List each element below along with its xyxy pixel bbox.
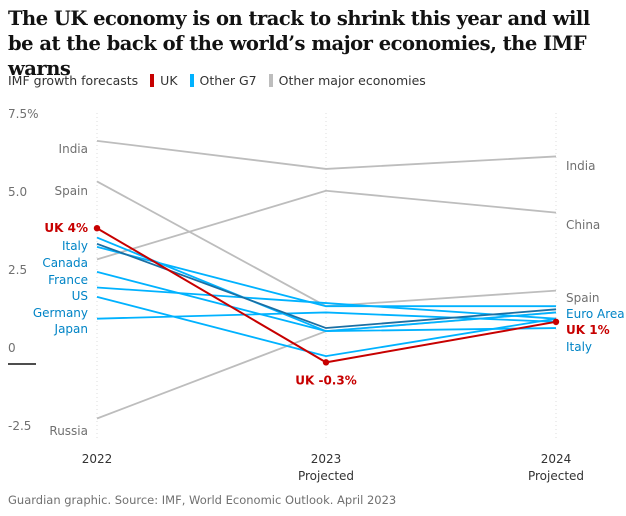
label-2024-uk: UK 1%	[566, 323, 610, 337]
legend: IMF growth forecasts UK Other G7 Other m…	[8, 73, 426, 88]
label-2024-india: India	[566, 159, 595, 173]
chart-title: The UK economy is on track to shrink thi…	[8, 7, 590, 80]
label-2022-japan: Japan	[54, 322, 88, 336]
label-2022-italy: Italy	[62, 239, 88, 253]
legend-swatch-other-major	[268, 74, 273, 87]
label-2022-us: US	[72, 289, 88, 303]
y-tick-label: 5.0	[8, 185, 27, 199]
x-tick-sublabel: Projected	[528, 469, 584, 483]
series-line-china	[96, 189, 557, 261]
label-2022-india: India	[59, 142, 88, 156]
label-2023-uk: UK -0.3%	[295, 373, 356, 387]
label-2024-euro-area: Euro Area	[566, 307, 625, 321]
series-line-us	[96, 286, 557, 320]
series-line-japan	[96, 311, 557, 323]
x-tick-label: 2024	[541, 452, 572, 466]
label-2022-canada: Canada	[42, 256, 88, 270]
series-line-canada	[96, 246, 556, 308]
source-footer: Guardian graphic. Source: IMF, World Eco…	[8, 493, 397, 507]
uk-data-point	[322, 359, 330, 366]
y-tick-label: 7.5%	[8, 107, 39, 121]
label-2024-spain: Spain	[566, 291, 600, 305]
label-2022-uk: UK 4%	[44, 221, 88, 235]
y-tick-label: -2.5	[8, 419, 31, 433]
series-line-spain	[96, 180, 557, 308]
label-2022-russia: Russia	[49, 424, 88, 438]
uk-data-point	[552, 318, 560, 325]
label-2022-france: France	[48, 273, 88, 287]
legend-label-other-g7: Other G7	[199, 73, 257, 88]
uk-data-point	[93, 225, 101, 232]
label-2022-germany: Germany	[33, 306, 88, 320]
label-2024-china: China	[566, 218, 600, 232]
x-tick-sublabel: Projected	[298, 469, 354, 483]
label-2024-italy: Italy	[566, 340, 592, 354]
series-line-india	[96, 139, 557, 170]
legend-swatch-uk	[150, 74, 155, 87]
x-tick-label: 2022	[82, 452, 113, 466]
legend-label-uk: UK	[160, 73, 178, 88]
legend-swatch-other-g7	[189, 74, 194, 87]
x-tick-label: 2023	[311, 452, 342, 466]
legend-heading: IMF growth forecasts	[8, 73, 139, 88]
label-2022-spain: Spain	[54, 184, 88, 198]
y-tick-label: 0	[8, 341, 16, 355]
y-tick-label: 2.5	[8, 263, 27, 277]
legend-label-other-major: Other major economies	[278, 73, 426, 88]
